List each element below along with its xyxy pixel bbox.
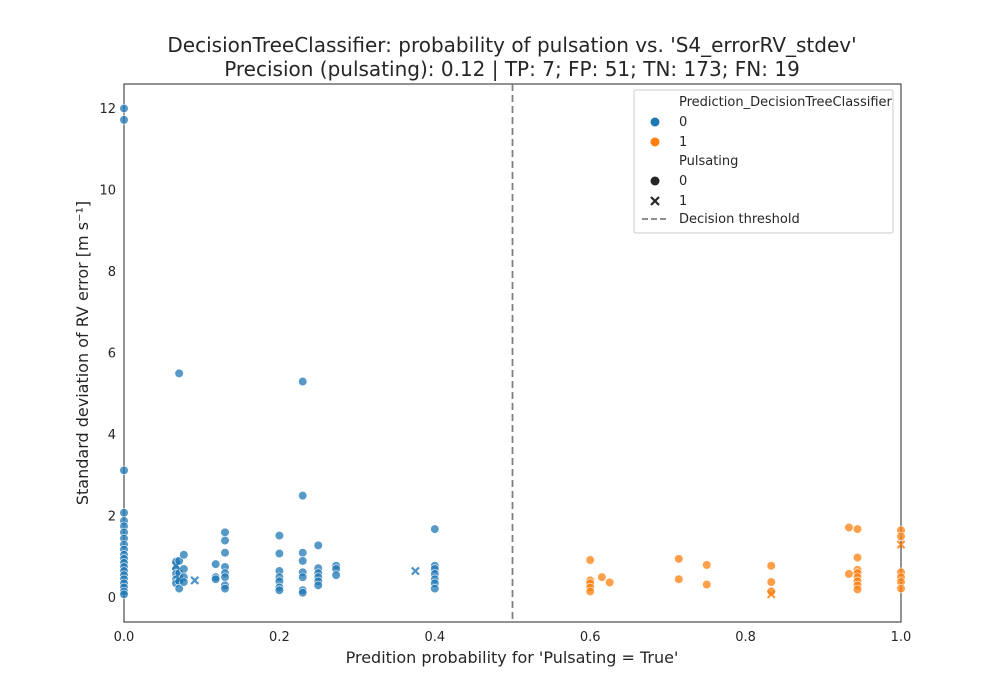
legend-style-1-marker — [650, 196, 660, 206]
data-point — [220, 527, 230, 537]
legend-style-0-label: 0 — [679, 174, 687, 189]
data-point — [430, 524, 440, 534]
data-point — [852, 524, 863, 534]
legend-box — [633, 89, 894, 234]
legend-hue-1-label: 1 — [679, 135, 687, 150]
data-point — [766, 561, 776, 571]
data-point-pulsating — [896, 540, 906, 549]
x-tick-label: 0.8 — [735, 630, 756, 645]
data-point — [766, 577, 776, 587]
data-point — [119, 465, 129, 475]
legend: Prediction_DecisionTreeClassifier 0 1 Pu… — [633, 89, 894, 234]
x-tick-label: 0.2 — [269, 630, 290, 645]
data-point — [896, 531, 906, 542]
data-point-pulsating — [174, 574, 184, 584]
legend-style-0-marker — [650, 176, 660, 186]
data-point — [430, 583, 440, 594]
data-point — [119, 103, 129, 114]
y-tick-label: 10 — [99, 183, 116, 198]
legend-hue-0-label: 0 — [679, 115, 687, 130]
data-point — [674, 554, 684, 564]
data-point-pulsating — [766, 589, 776, 599]
data-point-pulsating — [171, 561, 181, 571]
legend-hue-0-marker — [650, 117, 660, 127]
data-point — [174, 556, 184, 566]
data-point — [211, 574, 221, 584]
data-point — [298, 556, 308, 566]
data-point — [119, 589, 129, 599]
data-point — [605, 577, 615, 588]
x-tick-label: 0.0 — [114, 630, 135, 645]
data-point — [298, 572, 308, 582]
data-point — [119, 115, 129, 125]
data-point — [674, 574, 684, 584]
data-point-pulsating — [190, 576, 200, 585]
legend-hue-title: Prediction_DecisionTreeClassifier — [679, 95, 893, 110]
data-point — [702, 579, 712, 590]
data-point — [313, 540, 323, 550]
data-point — [174, 583, 184, 594]
x-tick-label: 1.0 — [891, 630, 912, 645]
data-point — [702, 560, 712, 570]
data-point — [274, 585, 285, 595]
data-point — [220, 572, 230, 582]
y-axis-label: Standard deviation of RV error [m s⁻¹] — [73, 201, 92, 505]
y-tick-label: 6 — [108, 347, 116, 362]
data-point — [331, 570, 341, 580]
data-point — [274, 548, 285, 559]
data-point — [220, 583, 230, 594]
legend-threshold-label: Decision threshold — [679, 212, 800, 227]
data-point-pulsating — [410, 566, 420, 576]
y-tick-label: 0 — [108, 591, 116, 606]
data-point — [852, 553, 863, 563]
y-tick-label: 4 — [108, 428, 116, 443]
data-point — [298, 588, 308, 598]
legend-style-1-label: 1 — [679, 194, 687, 209]
data-point — [220, 548, 230, 558]
y-tick-label: 2 — [108, 510, 116, 525]
x-tick-label: 0.6 — [580, 630, 601, 645]
data-point — [298, 376, 308, 387]
data-point — [852, 584, 863, 594]
data-point — [585, 555, 595, 565]
data-point — [211, 559, 221, 569]
data-point — [298, 491, 308, 501]
data-point — [220, 535, 230, 546]
data-point — [313, 580, 323, 590]
data-point — [174, 368, 184, 378]
legend-style-title: Pulsating — [679, 154, 738, 169]
data-point — [179, 564, 189, 574]
data-point — [179, 577, 189, 587]
data-point — [844, 569, 854, 579]
data-point — [119, 508, 129, 518]
chart-subtitle: Precision (pulsating): 0.12 | TP: 7; FP:… — [224, 57, 800, 81]
x-axis-label: Predition probability for 'Pulsating = T… — [346, 648, 679, 667]
data-point — [585, 586, 595, 597]
data-point — [274, 530, 285, 541]
legend-hue-1-marker — [650, 137, 660, 147]
chart-title: DecisionTreeClassifier: probability of p… — [167, 33, 856, 57]
y-tick-label: 8 — [108, 265, 116, 280]
data-point — [896, 583, 906, 594]
data-point — [298, 548, 308, 558]
data-point — [844, 522, 854, 533]
y-tick-label: 12 — [99, 102, 116, 117]
x-tick-label: 0.4 — [424, 630, 445, 645]
data-point — [179, 550, 189, 560]
data-point — [597, 572, 607, 582]
